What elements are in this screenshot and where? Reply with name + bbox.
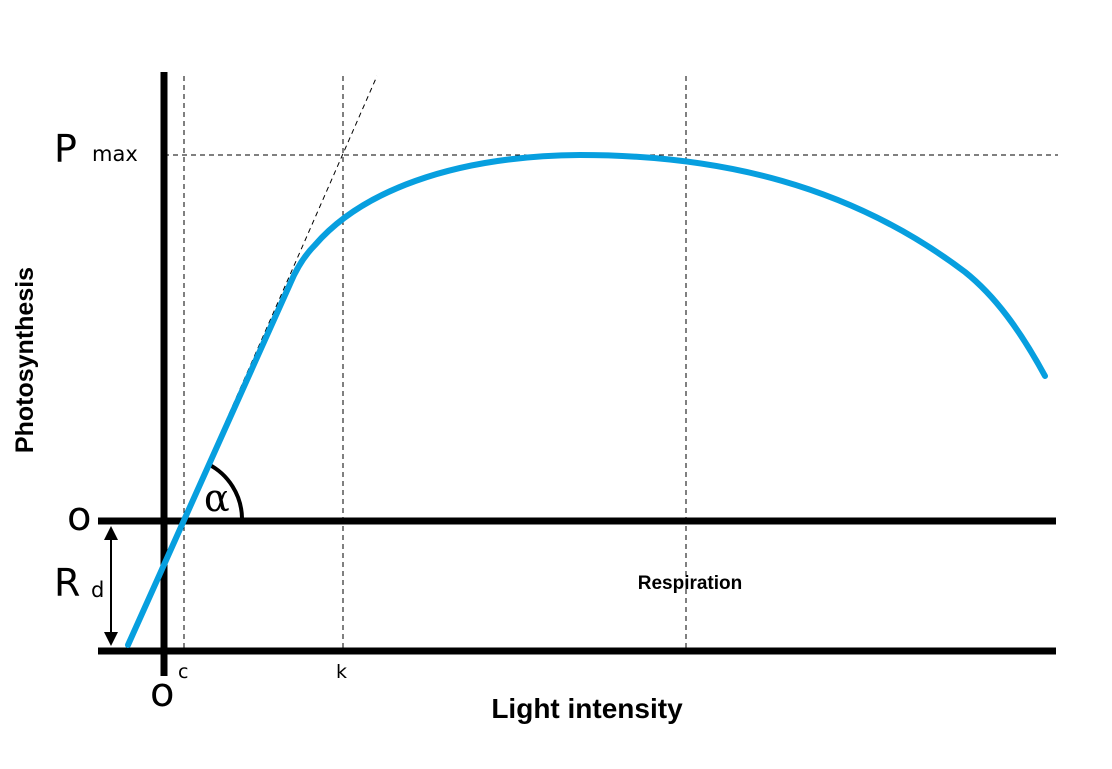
pmax-symbol: P	[54, 127, 77, 171]
rd-arrow-head-down	[104, 632, 118, 646]
c-label: c	[178, 661, 188, 683]
zero-upper-label: o	[67, 494, 91, 540]
pi-curve	[125, 152, 1048, 648]
rd-subscript: d	[91, 578, 104, 602]
respiration-label: Respiration	[638, 573, 743, 594]
zero-lower-label: o	[150, 670, 174, 716]
x-axis-label: Light intensity	[491, 693, 683, 724]
alpha-angle-arc	[207, 462, 244, 519]
rd-arrow-head-up	[104, 526, 118, 540]
k-label: k	[336, 661, 347, 683]
y-axis-label: Photosynthesis	[11, 267, 39, 453]
pmax-subscript: max	[92, 142, 138, 166]
alpha-symbol: α	[204, 476, 230, 520]
rd-symbol: R	[54, 561, 80, 605]
